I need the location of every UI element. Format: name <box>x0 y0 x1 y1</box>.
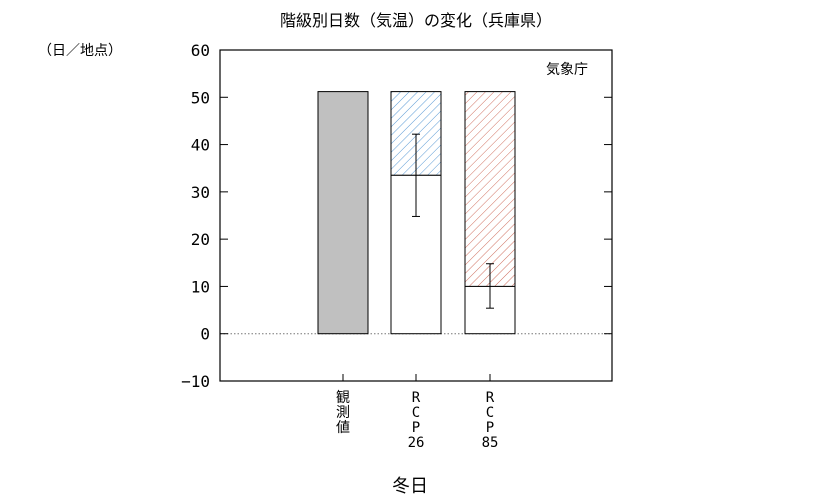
category-label-obs: 観 <box>336 389 350 406</box>
y-unit-label: （日／地点） <box>38 43 122 59</box>
y-tick-label: 30 <box>191 183 210 202</box>
category-label-rcp85: P <box>486 420 494 436</box>
category-label-rcp85: 85 <box>482 435 499 451</box>
chart-marks <box>220 91 612 335</box>
y-tick-label: 50 <box>191 88 210 107</box>
category-label-rcp26: P <box>412 420 420 436</box>
y-tick-label: 60 <box>191 41 210 60</box>
y-tick-label: 0 <box>200 325 210 344</box>
y-tick-label: 10 <box>191 277 210 296</box>
category-label-rcp26: 26 <box>408 435 425 451</box>
category-label-rcp26: R <box>412 390 421 406</box>
bar-change-rcp85 <box>464 91 516 287</box>
y-axis-ticks: −10 0 10 20 30 40 50 60 <box>181 41 612 391</box>
x-axis-label: 冬日 <box>392 476 428 497</box>
category-label-rcp85: C <box>486 405 494 421</box>
category-label-rcp26: C <box>412 405 420 421</box>
bar-obs <box>317 91 369 335</box>
category-label-rcp85: R <box>486 390 495 406</box>
category-label-obs: 測 <box>336 405 350 421</box>
y-tick-label: 20 <box>191 230 210 249</box>
plot-frame <box>219 49 613 382</box>
credit-label: 気象庁 <box>546 62 588 78</box>
category-label-obs: 値 <box>336 420 350 436</box>
chart-title: 階級別日数（気温）の変化（兵庫県） <box>280 11 552 30</box>
y-tick-label: 40 <box>191 136 210 155</box>
y-tick-label: −10 <box>181 372 210 391</box>
